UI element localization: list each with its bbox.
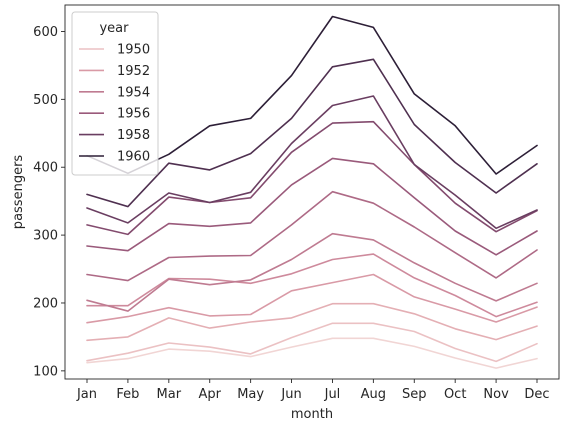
y-tick-label: 600 xyxy=(33,25,58,40)
series-line-1954 xyxy=(86,232,538,312)
legend: year 1950 1952 1954 1956 1958 1960 xyxy=(71,11,159,176)
x-tick-label: Sep xyxy=(402,387,427,402)
y-tick-label: 100 xyxy=(33,364,58,379)
series-line-1949 xyxy=(86,337,538,369)
legend-label-1952: 1952 xyxy=(117,64,150,79)
series-line-1951 xyxy=(86,302,538,342)
series-line-1956 xyxy=(86,157,538,256)
y-tick-label: 500 xyxy=(33,93,58,108)
series-line-1959 xyxy=(86,58,538,208)
series-line-1950 xyxy=(86,322,538,363)
x-axis-label: month xyxy=(291,407,333,422)
x-tick-label: Aug xyxy=(361,387,386,402)
y-axis-label: passengers xyxy=(11,155,26,230)
y-tick-label: 200 xyxy=(33,296,58,311)
legend-title: year xyxy=(99,21,129,36)
series-line-1958 xyxy=(86,95,538,230)
x-tick-label: Jun xyxy=(280,387,301,402)
x-tick-label: Apr xyxy=(198,387,221,402)
x-tick-label: Dec xyxy=(524,387,549,402)
x-axis: Jan Feb Mar Apr May Jun Jul Aug Sep Oct Nov Dec xyxy=(76,379,550,402)
plot-frame xyxy=(64,4,560,380)
series-line-1955 xyxy=(86,190,538,282)
series-line-1957 xyxy=(86,120,538,236)
legend-label-1958: 1958 xyxy=(117,128,150,143)
x-tick-label: Nov xyxy=(483,387,509,402)
series-line-1952 xyxy=(86,273,538,324)
series-line-1960 xyxy=(86,15,538,175)
x-tick-label: Feb xyxy=(116,387,139,402)
x-tick-label: Jul xyxy=(324,387,341,402)
y-tick-label: 300 xyxy=(33,229,58,244)
x-tick-label: Oct xyxy=(444,387,466,402)
legend-label-1950: 1950 xyxy=(117,43,150,58)
legend-items: 1950 1952 1954 1956 1958 1960 xyxy=(79,43,150,165)
legend-label-1960: 1960 xyxy=(117,150,150,165)
x-tick-label: Jan xyxy=(76,387,97,402)
y-axis: 100 200 300 400 500 600 xyxy=(33,25,65,379)
y-tick-label: 400 xyxy=(33,161,58,176)
legend-label-1956: 1956 xyxy=(117,107,150,122)
series-layer xyxy=(86,15,538,369)
x-tick-label: Mar xyxy=(157,387,182,402)
legend-label-1954: 1954 xyxy=(117,85,150,100)
x-tick-label: May xyxy=(237,387,264,402)
series-line-1953 xyxy=(86,253,538,318)
